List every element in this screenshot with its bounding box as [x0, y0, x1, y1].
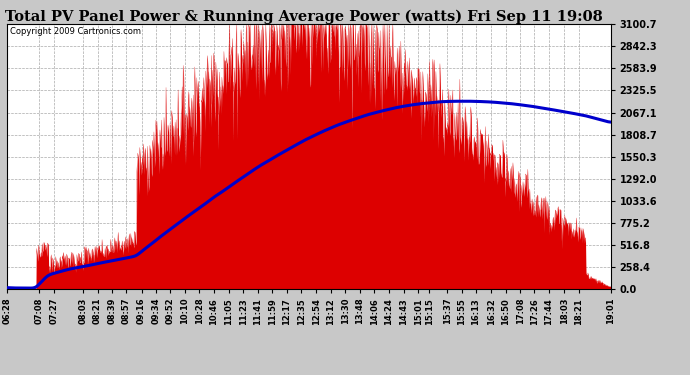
Text: Copyright 2009 Cartronics.com: Copyright 2009 Cartronics.com: [10, 27, 141, 36]
Text: Total PV Panel Power & Running Average Power (watts) Fri Sep 11 19:08: Total PV Panel Power & Running Average P…: [5, 9, 602, 24]
